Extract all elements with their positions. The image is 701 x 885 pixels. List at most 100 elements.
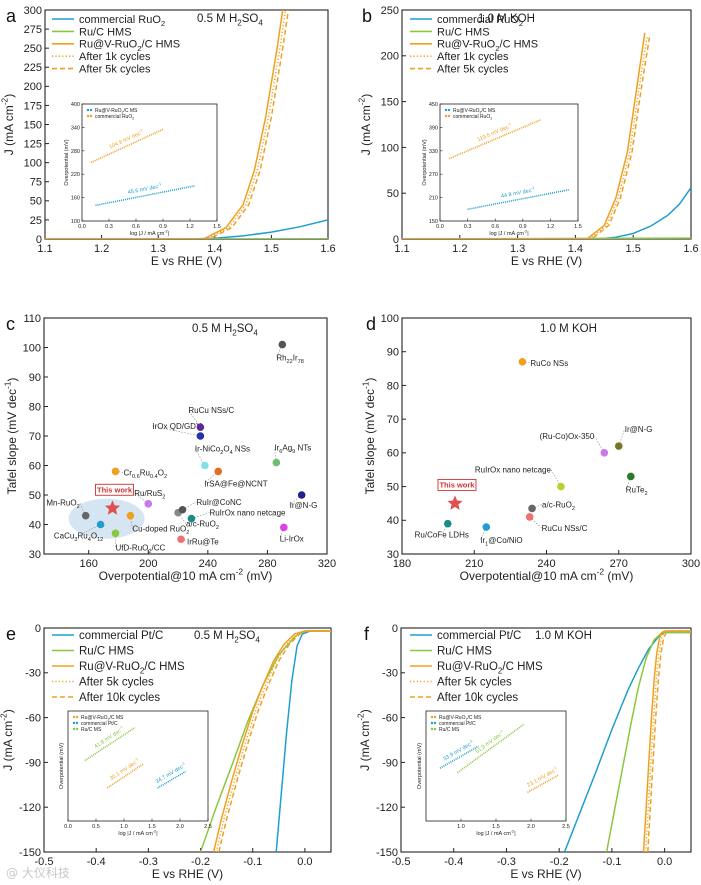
inset-legend-entry: commercial RuO2: [453, 114, 492, 121]
point-label: IrOx QD/GDY: [152, 422, 202, 431]
y-tick-label: -150: [376, 847, 398, 859]
legend-entry: Ru@V-RuO2/C HMS: [437, 39, 538, 53]
y-tick-label: 50: [29, 490, 41, 502]
point-label: Cr0.6Ru0.4O2: [123, 468, 167, 479]
x-tick-label: -0.1: [602, 856, 621, 868]
inset-y-tick-label: 210: [429, 196, 438, 202]
inset-legend-marker: [447, 114, 451, 118]
x-tick-label: 300: [682, 558, 700, 570]
y-tick-label: -150: [19, 847, 41, 859]
legend-entry: commercial Pt/C: [437, 630, 521, 642]
point-label: a/c-RuO2: [542, 500, 575, 511]
y-tick-label: -90: [25, 757, 41, 769]
inset-x-tick-label: 1.0: [120, 824, 128, 830]
legend-entry: Ru@V-RuO2/C HMS: [79, 661, 185, 675]
inset-legend-marker: [433, 727, 437, 731]
inset-frame: [67, 710, 209, 822]
y-tick-label: 125: [24, 138, 42, 150]
x-tick-label: 1.4: [568, 243, 583, 255]
x-tick-label: 1.2: [94, 243, 109, 255]
x-tick-label: -0.5: [35, 856, 54, 868]
inset-series-line: [84, 726, 136, 762]
x-tick-label: 1.6: [320, 243, 335, 255]
scatter-point: [196, 423, 205, 431]
point-label: Cu-doped RuO2: [132, 525, 189, 536]
plot-frame: [400, 627, 692, 853]
panel-title: 0.5 M H2SO4: [194, 630, 260, 644]
point-label: Li-IrOx: [280, 534, 304, 543]
y-tick-label: 50: [387, 188, 399, 200]
y-tick-label: 70: [29, 431, 41, 443]
x-axis-label: E vs RHE (V): [510, 867, 581, 881]
y-tick-label: 30: [387, 549, 399, 561]
scatter-point: [177, 535, 185, 544]
y-axis-label: J (mA cm-2): [357, 94, 373, 155]
y-tick-label: -30: [25, 668, 41, 680]
point-label: a/c-RuO2: [186, 520, 219, 531]
scatter-point: [557, 482, 565, 491]
chart-panel-c: 160 200 240 280 320 30 40 50 60 70 80 90 100 110 Overp…: [3, 313, 337, 583]
inset-y-tick-label: 390: [429, 125, 438, 131]
inset-x-tick-label: 0.6: [491, 224, 499, 230]
point-leader: [130, 515, 133, 529]
point-leader: [274, 447, 277, 463]
inset-legend-entry: Ru@V-RuO2/C MS: [81, 715, 124, 722]
inset-y-label: Overpotential (mV): [417, 743, 423, 789]
scatter-point: [600, 449, 609, 457]
inset-legend-marker: [72, 715, 76, 719]
scatter-point: [111, 529, 120, 538]
inset-legend-entry: Ru/C MS: [439, 727, 460, 733]
scatter-point: [528, 504, 536, 513]
inset-legend-entry: Ru@V-RuO2/C MS: [95, 108, 138, 115]
y-tick-label: -30: [382, 668, 398, 680]
x-tick-label: 1.1: [37, 243, 52, 255]
plot-frame: [43, 627, 332, 853]
x-tick-label: -0.2: [550, 856, 569, 868]
this-work-label: This work: [439, 481, 475, 490]
series-line: [647, 630, 691, 852]
point-leader: [480, 526, 487, 541]
scatter-point: [178, 505, 187, 514]
inset-legend-marker: [89, 108, 93, 112]
legend-entry: commercial Pt/C: [79, 630, 163, 642]
inset-series-line: [527, 774, 560, 794]
point-label: Ir@N-G: [290, 501, 318, 510]
point-label: Ru/RuS2: [134, 489, 165, 500]
inset-legend-entry: Ru/C MS: [81, 727, 102, 733]
y-tick-label: 70: [387, 414, 399, 426]
panel-title: 1.0 M KOH: [535, 630, 592, 642]
inset-y-label: Overpotential (mV): [422, 139, 428, 185]
panel-letter: a: [6, 6, 17, 26]
point-leader: [182, 501, 197, 511]
legend-entry: After 5k cycles: [437, 63, 509, 75]
inset-series-line: [106, 763, 145, 789]
point-label: RuTe2: [626, 485, 648, 496]
y-axis-label: Tafel slope (mV dec-1): [3, 378, 19, 495]
inset-x-tick-label: 0.9: [519, 224, 527, 230]
point-label: IrSA@Fe@NCNT: [204, 479, 267, 488]
y-axis-label: J (mA cm-2): [0, 94, 16, 155]
scatter-point: [144, 500, 153, 508]
y-tick-label: 25: [30, 215, 42, 227]
panel-letter: f: [364, 624, 370, 644]
inset-series-line: [90, 128, 164, 164]
y-tick-label: 100: [23, 342, 41, 354]
inset-legend-marker: [75, 727, 79, 731]
point-label: Ir1@Co/NiO: [480, 536, 522, 547]
inset-x-tick-label: 2.0: [527, 824, 535, 830]
y-tick-label: 100: [381, 142, 399, 154]
series-line: [402, 37, 651, 239]
point-label: RuIrOx nano netcage: [475, 466, 552, 475]
inset-y-tick-label: 100: [71, 219, 80, 225]
inset-legend-marker: [72, 727, 76, 731]
x-tick-label: 200: [139, 558, 157, 570]
inset-legend-entry: commercial RuO2: [95, 114, 134, 121]
y-tick-label: 0: [35, 623, 41, 635]
inset-x-tick-label: 0.9: [159, 224, 167, 230]
inset-frame: [81, 103, 218, 222]
inset-legend-marker: [430, 721, 434, 725]
scatter-point: [187, 514, 196, 523]
panel-letter: c: [6, 314, 15, 334]
legend-entry: Ru@V-RuO2/C HMS: [437, 661, 543, 675]
legend-entry: Ru/C HMS: [79, 26, 132, 38]
